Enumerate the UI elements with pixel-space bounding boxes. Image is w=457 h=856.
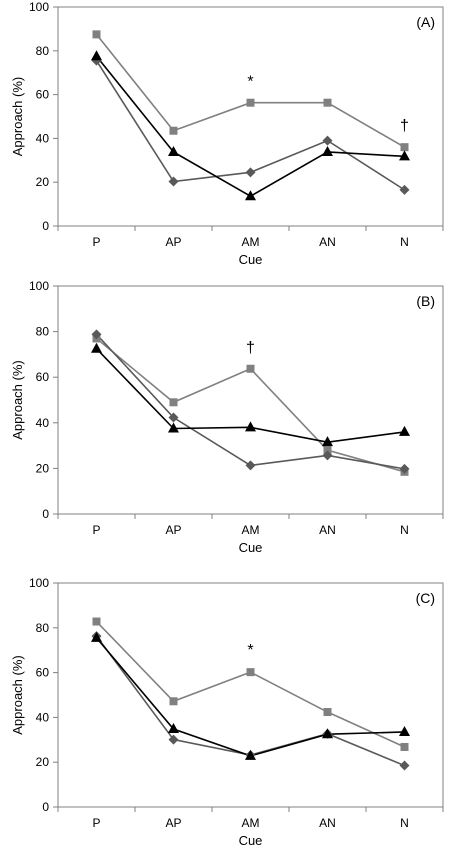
plot-frame: [57, 6, 444, 227]
series-marker-diamond: [168, 176, 179, 187]
x-tick-label: AN: [319, 816, 336, 830]
series-marker-square: [169, 697, 178, 706]
series-marker-diamond: [322, 135, 333, 146]
series-marker-square: [323, 708, 332, 717]
series-marker-triangle: [399, 725, 410, 736]
series-marker-triangle: [245, 190, 256, 201]
series-marker-diamond: [322, 450, 333, 461]
series-marker-triangle: [168, 422, 179, 433]
series-marker-diamond: [399, 760, 410, 771]
x-tick-label: P: [92, 235, 100, 249]
y-tick-label: 80: [36, 44, 50, 58]
y-tick-label: 20: [36, 175, 50, 189]
series-marker-square: [92, 30, 101, 39]
y-tick-label: 20: [36, 461, 50, 475]
x-axis-title: Cue: [239, 252, 263, 267]
y-axis-title: Approach (%): [10, 77, 25, 156]
y-tick-label: 100: [29, 279, 49, 293]
y-tick-label: 60: [36, 370, 50, 384]
y-tick-label: 40: [36, 710, 50, 724]
plot-frame: [57, 582, 444, 808]
series-marker-triangle: [245, 749, 256, 760]
significance-annotation: †: [400, 117, 409, 134]
x-axis-title: Cue: [239, 833, 263, 848]
y-tick-label: 40: [36, 416, 50, 430]
series-marker-triangle: [91, 631, 102, 642]
y-tick-label: 80: [36, 325, 50, 339]
series-marker-triangle: [399, 425, 410, 436]
series-marker-diamond: [168, 734, 179, 745]
series-marker-triangle: [322, 145, 333, 156]
y-tick-label: 0: [42, 507, 49, 521]
series-marker-diamond: [245, 167, 256, 178]
series-line-square: [95, 337, 405, 473]
series-marker-triangle: [91, 50, 102, 61]
chart-panel-b: 0 20 40 60 80 100 P AP AM AN N Cue Approach (%) (B) †: [10, 279, 444, 555]
series-marker-diamond: [399, 184, 410, 195]
x-tick-label: P: [92, 816, 100, 830]
x-tick-label: AP: [165, 523, 181, 537]
x-tick-label: AN: [319, 235, 336, 249]
y-axis-title: Approach (%): [10, 360, 25, 439]
x-tick-label: N: [400, 235, 409, 249]
series-marker-square: [246, 364, 255, 373]
significance-annotation: *: [247, 73, 253, 90]
series-marker-triangle: [168, 145, 179, 156]
x-tick-label: AM: [242, 523, 260, 537]
series-marker-square: [92, 617, 101, 626]
significance-annotation: †: [246, 340, 255, 357]
series-marker-diamond: [168, 412, 179, 423]
y-tick-label: 60: [36, 666, 50, 680]
y-axis-title: Approach (%): [10, 655, 25, 734]
series-marker-triangle: [245, 421, 256, 432]
y-tick-label: 40: [36, 131, 50, 145]
series-marker-square: [169, 126, 178, 135]
series-marker-square: [400, 742, 409, 751]
x-tick-label: P: [92, 523, 100, 537]
panel-label: (A): [416, 14, 435, 30]
x-tick-label: N: [400, 523, 409, 537]
series-marker-square: [246, 668, 255, 677]
series-marker-diamond: [399, 463, 410, 474]
series-marker-diamond: [91, 329, 102, 340]
y-tick-label: 0: [42, 219, 49, 233]
series-marker-square: [246, 98, 255, 107]
x-tick-label: AP: [165, 235, 181, 249]
series-marker-square: [169, 398, 178, 407]
x-tick-label: AP: [165, 816, 181, 830]
chart-panel-a: 0 20 40 60 80 100 P AP AM AN N Cue Approach (%) (A) * †: [10, 0, 444, 267]
x-tick-label: AN: [319, 523, 336, 537]
plot-frame: [57, 285, 444, 515]
series-marker-diamond: [245, 460, 256, 471]
panel-label: (B): [416, 293, 435, 309]
y-tick-label: 100: [29, 0, 49, 14]
series-marker-triangle: [322, 728, 333, 739]
series-marker-triangle: [91, 342, 102, 353]
series-marker-square: [400, 143, 409, 152]
series-line-square: [95, 620, 405, 748]
y-tick-label: 60: [36, 88, 50, 102]
x-axis-title: Cue: [239, 540, 263, 555]
significance-annotation: *: [247, 642, 253, 659]
panel-label: (C): [416, 590, 435, 606]
x-tick-label: N: [400, 816, 409, 830]
series-marker-triangle: [322, 436, 333, 447]
chart-panel-c: 0 20 40 60 80 100 P AP AM AN N Cue Approach (%) (C) *: [10, 576, 444, 848]
series-marker-square: [323, 446, 332, 455]
x-tick-label: AM: [242, 235, 260, 249]
series-marker-triangle: [168, 723, 179, 734]
series-marker-square: [323, 98, 332, 107]
y-tick-label: 0: [42, 800, 49, 814]
y-tick-label: 80: [36, 621, 50, 635]
series-marker-triangle: [399, 150, 410, 161]
y-tick-label: 100: [29, 576, 49, 590]
y-tick-label: 20: [36, 755, 50, 769]
x-tick-label: AM: [242, 816, 260, 830]
series-line-square: [95, 33, 405, 148]
